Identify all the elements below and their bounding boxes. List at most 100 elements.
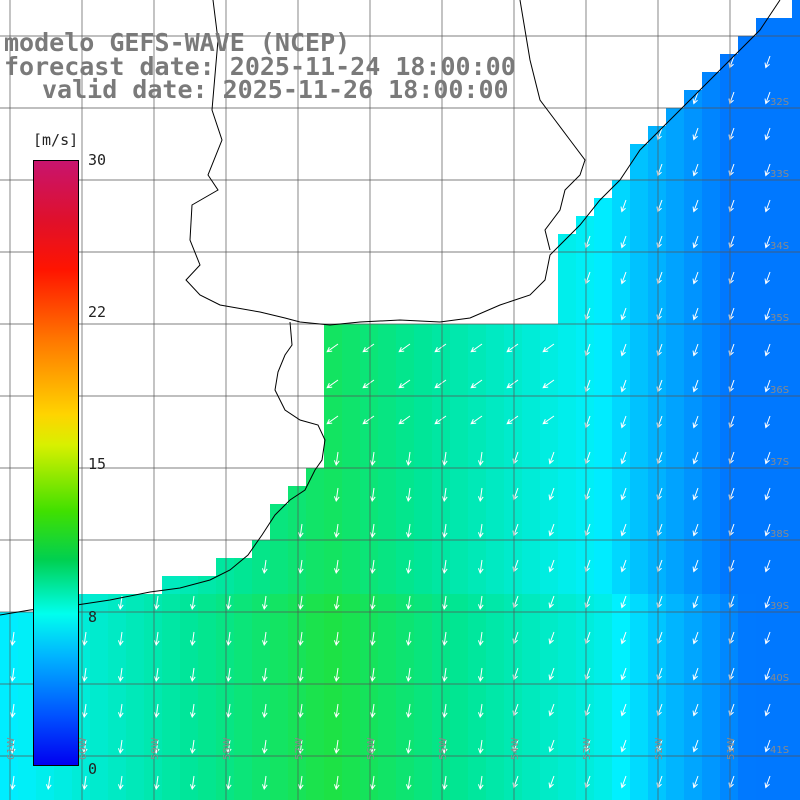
field-cell bbox=[324, 342, 343, 361]
wind-arrow bbox=[333, 595, 340, 610]
field-cell bbox=[612, 288, 631, 307]
wind-arrow bbox=[764, 631, 771, 645]
field-cell bbox=[486, 396, 505, 415]
field-cell bbox=[738, 504, 757, 523]
field-cell bbox=[576, 684, 595, 703]
wind-arrow bbox=[261, 631, 268, 646]
field-cell bbox=[216, 756, 235, 775]
field-cell bbox=[432, 342, 451, 361]
field-cell bbox=[306, 738, 325, 757]
field-cell bbox=[720, 792, 739, 800]
field-cell bbox=[270, 558, 289, 577]
field-cell bbox=[612, 540, 631, 559]
field-cell bbox=[630, 756, 649, 775]
field-cell bbox=[738, 414, 757, 433]
wind-arrow bbox=[189, 631, 196, 646]
field-cell bbox=[414, 612, 433, 631]
field-cell bbox=[756, 288, 775, 307]
field-cell bbox=[504, 504, 523, 523]
wind-arrow bbox=[117, 631, 124, 646]
field-cell bbox=[252, 594, 271, 613]
field-cell bbox=[342, 432, 361, 451]
field-cell bbox=[18, 612, 37, 631]
field-cell bbox=[792, 36, 800, 55]
field-cell bbox=[612, 612, 631, 631]
field-cell bbox=[306, 594, 325, 613]
field-cell bbox=[612, 216, 631, 235]
field-cell bbox=[684, 252, 703, 271]
field-cell bbox=[252, 540, 271, 559]
field-cell bbox=[774, 486, 793, 505]
field-cell bbox=[342, 414, 361, 433]
field-cell bbox=[270, 720, 289, 739]
wind-arrow bbox=[405, 559, 412, 574]
field-cell bbox=[558, 270, 577, 289]
field-cell bbox=[504, 432, 523, 451]
field-cell bbox=[396, 630, 415, 649]
field-cell bbox=[666, 252, 685, 271]
field-cell bbox=[594, 360, 613, 379]
wind-arrow bbox=[45, 775, 52, 790]
field-cell bbox=[738, 738, 757, 757]
field-cell bbox=[612, 396, 631, 415]
field-cell bbox=[360, 774, 379, 793]
field-cell bbox=[378, 666, 397, 685]
wind-arrow bbox=[764, 415, 771, 429]
wind-arrow bbox=[477, 451, 484, 466]
field-cell bbox=[468, 576, 487, 595]
field-cell bbox=[252, 738, 271, 757]
field-cell bbox=[486, 360, 505, 379]
field-cell bbox=[468, 774, 487, 793]
field-cell bbox=[576, 432, 595, 451]
field-cell bbox=[756, 648, 775, 667]
wind-arrow bbox=[297, 631, 304, 646]
field-cell bbox=[324, 324, 343, 343]
field-cell bbox=[270, 666, 289, 685]
field-cell bbox=[378, 324, 397, 343]
field-cell bbox=[630, 504, 649, 523]
field-cell bbox=[162, 792, 181, 800]
field-cell bbox=[576, 792, 595, 800]
field-cell bbox=[360, 684, 379, 703]
field-cell bbox=[198, 684, 217, 703]
field-cell bbox=[324, 414, 343, 433]
wind-arrow bbox=[81, 739, 88, 754]
field-cell bbox=[288, 702, 307, 721]
field-cell bbox=[468, 396, 487, 415]
field-cell bbox=[756, 468, 775, 487]
wind-arrow bbox=[225, 667, 232, 682]
field-cell bbox=[558, 522, 577, 541]
field-cell bbox=[702, 540, 721, 559]
field-cell bbox=[648, 540, 667, 559]
field-cell bbox=[414, 774, 433, 793]
field-cell bbox=[360, 324, 379, 343]
field-cell bbox=[594, 468, 613, 487]
field-cell bbox=[432, 792, 451, 800]
field-cell bbox=[756, 612, 775, 631]
wind-arrow bbox=[153, 595, 160, 610]
field-cell bbox=[792, 180, 800, 199]
field-cell bbox=[450, 684, 469, 703]
field-cell bbox=[504, 468, 523, 487]
field-cell bbox=[702, 234, 721, 253]
wind-arrow bbox=[548, 451, 555, 465]
field-cell bbox=[702, 648, 721, 667]
title-forecast-date: forecast date: 2025-11-24 18:00:00 bbox=[4, 52, 516, 81]
field-cell bbox=[594, 612, 613, 631]
field-cell bbox=[324, 720, 343, 739]
field-cell bbox=[720, 504, 739, 523]
wind-arrow bbox=[542, 343, 555, 353]
field-cell bbox=[234, 576, 253, 595]
wind-arrow bbox=[362, 343, 375, 353]
field-cell bbox=[468, 756, 487, 775]
field-cell bbox=[684, 216, 703, 235]
field-cell bbox=[774, 576, 793, 595]
field-cell bbox=[36, 774, 55, 793]
field-cell bbox=[306, 468, 325, 487]
field-cell bbox=[486, 540, 505, 559]
field-cell bbox=[108, 702, 127, 721]
field-cell bbox=[414, 648, 433, 667]
field-cell bbox=[162, 648, 181, 667]
field-cell bbox=[306, 504, 325, 523]
field-cell bbox=[468, 558, 487, 577]
